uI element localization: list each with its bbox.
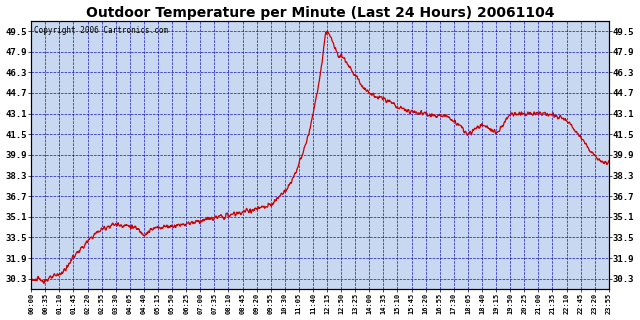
Text: Copyright 2006 Cartronics.com: Copyright 2006 Cartronics.com (34, 26, 168, 35)
Title: Outdoor Temperature per Minute (Last 24 Hours) 20061104: Outdoor Temperature per Minute (Last 24 … (86, 5, 554, 20)
